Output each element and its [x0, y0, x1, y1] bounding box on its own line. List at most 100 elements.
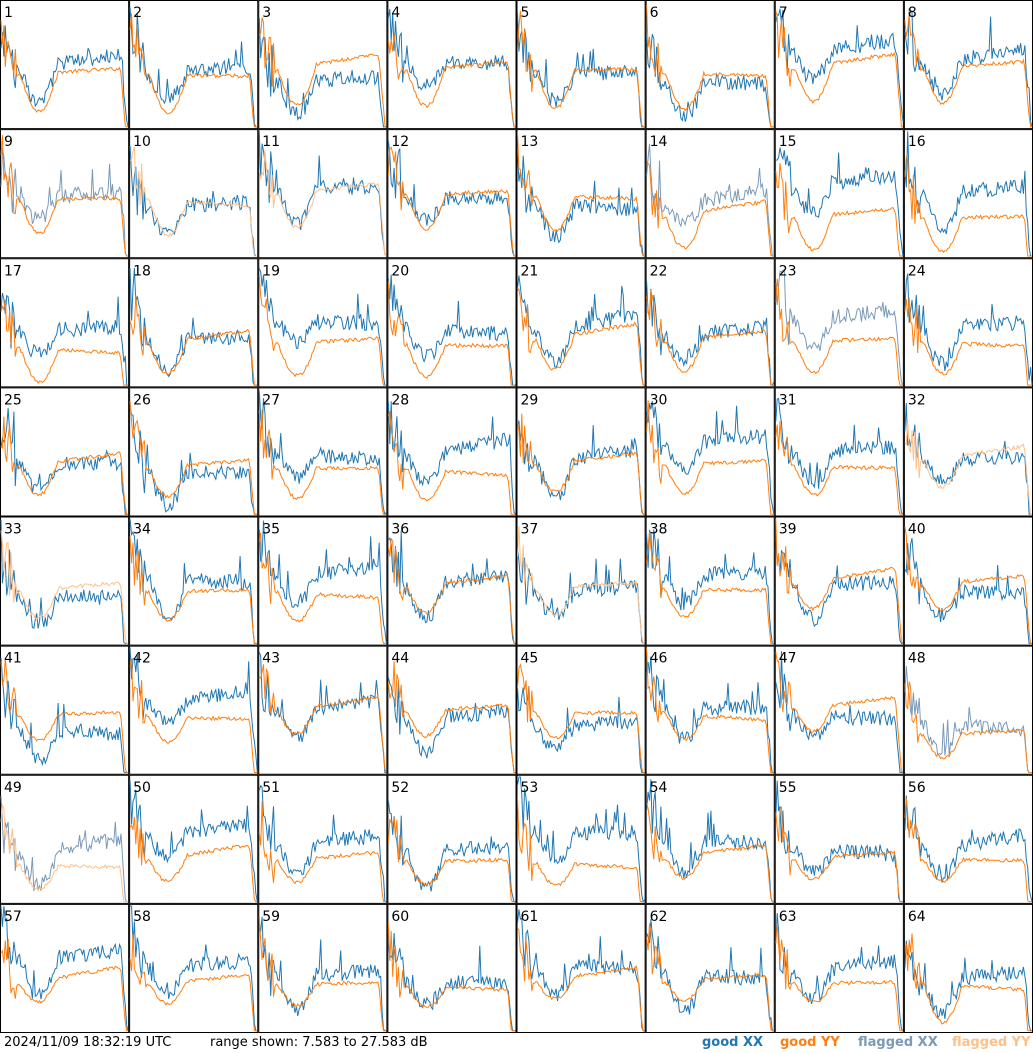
panel-label: 41 — [4, 651, 22, 667]
series-line-xx — [775, 397, 904, 515]
series-line-xx — [775, 539, 903, 644]
series-line-yy — [387, 818, 516, 903]
series-line-yy — [0, 803, 129, 903]
panel-label: 17 — [4, 263, 22, 279]
series-line-xx — [775, 269, 904, 386]
series-line-xx — [0, 795, 129, 903]
series-line-xx — [646, 529, 774, 644]
series-line-xx — [904, 403, 1032, 515]
series-line-xx — [387, 677, 516, 773]
series-line-yy — [904, 797, 1032, 903]
panel-border — [0, 387, 130, 517]
panel-3: 3 — [258, 0, 388, 130]
series-line-xx — [0, 25, 129, 128]
series-line-xx — [258, 131, 387, 257]
series-line-xx — [129, 268, 258, 386]
panel-label: 61 — [521, 909, 539, 925]
panel-label: 7 — [779, 5, 788, 21]
series-line-yy — [129, 401, 258, 515]
panel-border — [645, 129, 775, 259]
panel-label: 44 — [391, 651, 409, 667]
series-line-yy — [517, 131, 645, 257]
panel-border — [516, 645, 646, 775]
panel-border — [258, 516, 388, 646]
panel-39: 39 — [774, 516, 904, 646]
panel-9: 9 — [0, 129, 130, 259]
series-line-yy — [258, 149, 387, 257]
panel-45: 45 — [516, 645, 646, 775]
series-line-xx — [904, 665, 1032, 773]
panel-border — [258, 645, 388, 775]
series-line-xx — [0, 147, 129, 257]
series-line-xx — [775, 780, 903, 903]
panel-border — [258, 774, 388, 904]
panel-46: 46 — [645, 645, 775, 775]
series-line-yy — [387, 33, 516, 128]
panel-border — [129, 645, 259, 775]
panel-1: 1 — [0, 0, 130, 130]
panel-2: 2 — [129, 0, 259, 130]
panel-label: 20 — [391, 263, 409, 279]
panel-35: 35 — [258, 516, 388, 646]
panel-28: 28 — [387, 387, 517, 517]
series-line-yy — [646, 531, 774, 644]
series-line-xx — [387, 932, 516, 1032]
panel-36: 36 — [387, 516, 517, 646]
panel-label: 48 — [908, 651, 926, 667]
panel-label: 24 — [908, 263, 926, 279]
panel-42: 42 — [129, 645, 259, 775]
panel-44: 44 — [387, 645, 517, 775]
series-line-yy — [0, 658, 129, 773]
panel-label: 36 — [391, 522, 409, 538]
series-line-xx — [129, 7, 258, 128]
panel-label: 30 — [650, 392, 668, 408]
series-line-xx — [517, 909, 645, 1032]
series-line-xx — [517, 275, 645, 386]
series-line-yy — [387, 410, 516, 515]
panel-border — [258, 129, 388, 259]
panel-border — [129, 774, 259, 904]
series-line-xx — [646, 143, 774, 257]
series-line-xx — [387, 800, 516, 903]
panel-border — [387, 903, 517, 1033]
series-line-yy — [387, 146, 516, 257]
panel-19: 19 — [258, 258, 388, 388]
panel-border — [774, 645, 904, 775]
series-line-yy — [646, 923, 774, 1032]
series-line-yy — [904, 420, 1032, 515]
series-line-xx — [646, 280, 775, 386]
panel-border — [387, 774, 517, 904]
panel-border — [129, 516, 259, 646]
panel-15: 15 — [774, 129, 904, 259]
panel-24: 24 — [903, 258, 1033, 388]
panel-label: 34 — [133, 522, 151, 538]
series-line-yy — [258, 916, 387, 1032]
series-line-xx — [775, 147, 904, 257]
panel-61: 61 — [516, 903, 646, 1033]
footer: 2024/11/09 18:32:19 UTC range shown: 7.5… — [0, 1033, 1033, 1053]
panel-23: 23 — [774, 258, 904, 388]
panel-border — [129, 903, 259, 1033]
panel-label: 55 — [779, 780, 797, 796]
panel-label: 63 — [779, 909, 797, 925]
series-line-yy — [904, 297, 1032, 386]
series-line-yy — [646, 802, 774, 903]
series-line-yy — [904, 526, 1032, 644]
panel-border — [258, 258, 388, 388]
series-line-yy — [517, 663, 645, 773]
panel-43: 43 — [258, 645, 388, 775]
panel-6: 6 — [645, 0, 775, 130]
series-line-yy — [0, 530, 129, 644]
series-line-yy — [775, 806, 903, 903]
panel-label: 56 — [908, 780, 926, 796]
series-line-yy — [775, 923, 903, 1032]
panel-52: 52 — [387, 774, 517, 904]
panel-label: 25 — [4, 392, 22, 408]
panel-label: 27 — [262, 392, 280, 408]
panel-51: 51 — [258, 774, 388, 904]
panel-border — [0, 645, 130, 775]
panel-31: 31 — [774, 387, 904, 517]
series-line-yy — [0, 938, 129, 1032]
series-line-yy — [129, 294, 258, 386]
